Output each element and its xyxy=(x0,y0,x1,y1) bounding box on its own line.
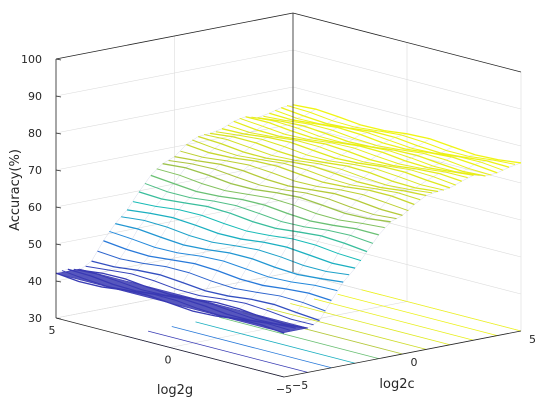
axes-layer xyxy=(55,12,522,378)
floor-contour-line xyxy=(219,316,379,359)
surface-ridge-line xyxy=(115,223,344,283)
z-tick-label: 90 xyxy=(28,90,42,103)
x-tick-label: −5 xyxy=(292,379,308,392)
surface-ridge-line xyxy=(292,104,522,164)
surface-ridge-line xyxy=(192,139,421,201)
surface-ridge-line xyxy=(132,201,362,262)
z-tick-mark xyxy=(55,95,62,98)
y-axis-line xyxy=(55,317,285,378)
floor-contour-line xyxy=(195,321,356,364)
z-tick-mark xyxy=(55,206,62,209)
z-tick-label: 80 xyxy=(28,127,42,140)
surface-layer xyxy=(55,104,522,378)
surface-ridge-line xyxy=(209,132,439,193)
floor-contour-line xyxy=(337,293,498,336)
surface-ridge-line xyxy=(162,163,391,223)
x-tick-label: 5 xyxy=(529,333,536,346)
surface-ridge-line xyxy=(144,182,374,244)
surface-ridge-line xyxy=(121,216,350,276)
surface-ridge-line xyxy=(186,143,415,206)
z-tick-label: 100 xyxy=(21,53,42,66)
floor-contour-line xyxy=(313,298,474,341)
surface-ridge-line xyxy=(180,150,409,212)
surface-ridge-line xyxy=(257,117,486,177)
surface-ridge-line xyxy=(91,260,320,322)
z-tick-label: 40 xyxy=(28,275,42,288)
surface-ridge-line xyxy=(263,115,492,176)
surface-ridge-line xyxy=(103,240,332,302)
floor-contour-line xyxy=(290,303,451,346)
surface-ridge-line xyxy=(156,168,385,229)
surface-ridge-line xyxy=(233,120,462,182)
y-tick-label: 0 xyxy=(165,354,172,367)
z-tick-label: 30 xyxy=(28,312,42,325)
surface-ridge-line xyxy=(168,160,397,220)
z-tick-mark xyxy=(55,317,62,320)
box-top-edge xyxy=(55,12,294,60)
surface-ridge-line xyxy=(280,107,510,168)
surface-ridge-line xyxy=(245,116,474,176)
x-axis-line xyxy=(283,330,522,378)
z-tick-label: 60 xyxy=(28,201,42,214)
surface-ridge-line xyxy=(215,131,445,191)
z-tick-mark xyxy=(55,58,62,61)
surface-ridge-line xyxy=(239,117,468,179)
z-tick-mark xyxy=(55,280,62,283)
surface-ridge-line xyxy=(127,209,356,269)
surface-ridge-line xyxy=(286,104,516,165)
z-tick-mark xyxy=(55,169,62,172)
y-axis-title: log2g xyxy=(157,383,193,398)
x-tick-label: 0 xyxy=(411,356,418,369)
surface-ridge-line xyxy=(174,155,403,216)
y-tick-label: −5 xyxy=(276,383,292,396)
surface-ridge-line xyxy=(109,230,338,292)
floor-contour-line xyxy=(171,326,332,369)
surface-mesh-line xyxy=(147,130,385,296)
surface-ridge-line xyxy=(275,109,504,171)
surface-ridge-line xyxy=(204,134,433,194)
floor-contour-line xyxy=(266,307,427,350)
floor-contour-line xyxy=(361,289,522,332)
surface-ridge-line xyxy=(221,128,451,189)
surface-ridge-line xyxy=(97,250,326,312)
surface-ridge-line xyxy=(269,112,498,174)
x-axis-title: log2c xyxy=(379,377,414,392)
y-tick-label: 5 xyxy=(49,324,56,337)
floor-contour-line xyxy=(147,330,308,373)
z-tick-label: 70 xyxy=(28,164,42,177)
z-tick-mark xyxy=(55,132,62,135)
surface-plateau xyxy=(55,268,308,333)
surface-ridge-line xyxy=(227,124,457,186)
z-tick-mark xyxy=(55,243,62,246)
z-axis-title: Accuracy(%) xyxy=(8,149,23,231)
surface-ridge-line xyxy=(198,135,427,197)
surface-ridge-line xyxy=(85,265,314,326)
box-top-edge xyxy=(292,12,522,73)
z-tick-label: 50 xyxy=(28,238,42,251)
surface-ridge-line xyxy=(150,174,379,236)
surface-mesh-line xyxy=(261,159,499,325)
surface-ridge-line xyxy=(138,191,368,253)
